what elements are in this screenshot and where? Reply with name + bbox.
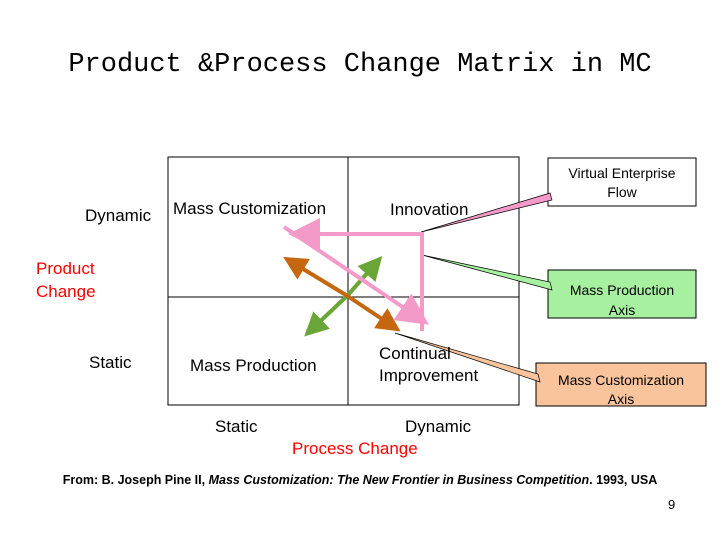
mass-customization-axis-line1: Mass Customization: [557, 372, 685, 388]
mass-production-axis-line1: Mass Production: [569, 282, 675, 298]
mass-customization-axis-line2: Axis: [607, 391, 635, 407]
mass-customization-axis-callout: Mass Customization Axis: [536, 371, 706, 409]
virtual-enterprise-line2: Flow: [607, 184, 637, 200]
y-axis-static-tick: Static: [89, 353, 132, 372]
x-axis-label: Process Change: [292, 439, 418, 458]
slide-title: Product &Process Change Matrix in MC: [68, 50, 652, 80]
virtual-enterprise-pointer: [420, 192, 553, 233]
mass-customization-arrow-up: [283, 256, 348, 297]
y-axis-dynamic-tick: Dynamic: [85, 206, 152, 225]
mass-customization-axis-box: [535, 362, 707, 407]
y-axis-label-line2: Change: [36, 282, 96, 301]
mass-production-axis-box: [547, 269, 697, 319]
y-axis-label: Product Change: [36, 257, 96, 303]
quadrant-continual-line1: Continual: [379, 344, 451, 363]
virtual-enterprise-flow-diagonal: [282, 225, 429, 325]
citation-book-title: Mass Customization: The New Frontier in …: [208, 473, 590, 487]
mass-production-pointer: [421, 254, 553, 291]
mass-customization-pointer: [394, 332, 541, 383]
mass-production-arrow-down: [304, 293, 350, 337]
quadrant-continual-line2: Improvement: [379, 366, 479, 385]
quadrant-mass-customization: Mass Customization: [173, 199, 327, 218]
quadrant-innovation: Innovation: [390, 200, 469, 219]
page-number: 9: [668, 497, 676, 512]
virtual-enterprise-line1: Virtual Enterprise: [568, 165, 676, 181]
citation-prefix: From: B. Joseph Pine II,: [62, 473, 209, 487]
mass-production-axis-callout: Mass Production Axis: [548, 280, 696, 320]
mass-production-axis-line2: Axis: [608, 302, 636, 318]
virtual-enterprise-callout: Virtual Enterprise Flow: [548, 164, 696, 202]
citation-suffix: . 1993, USA: [589, 473, 658, 487]
quadrant-mass-production: Mass Production: [190, 356, 317, 375]
x-axis-static-tick: Static: [215, 417, 258, 436]
citation: From: B. Joseph Pine II, Mass Customizat…: [0, 473, 720, 487]
mass-customization-arrow-down: [344, 293, 401, 332]
quadrant-continual-improvement: Continual Improvement: [379, 343, 478, 387]
virtual-enterprise-box: [547, 157, 697, 207]
y-axis-label-line1: Product: [36, 259, 95, 278]
x-axis-dynamic-tick: Dynamic: [405, 417, 472, 436]
